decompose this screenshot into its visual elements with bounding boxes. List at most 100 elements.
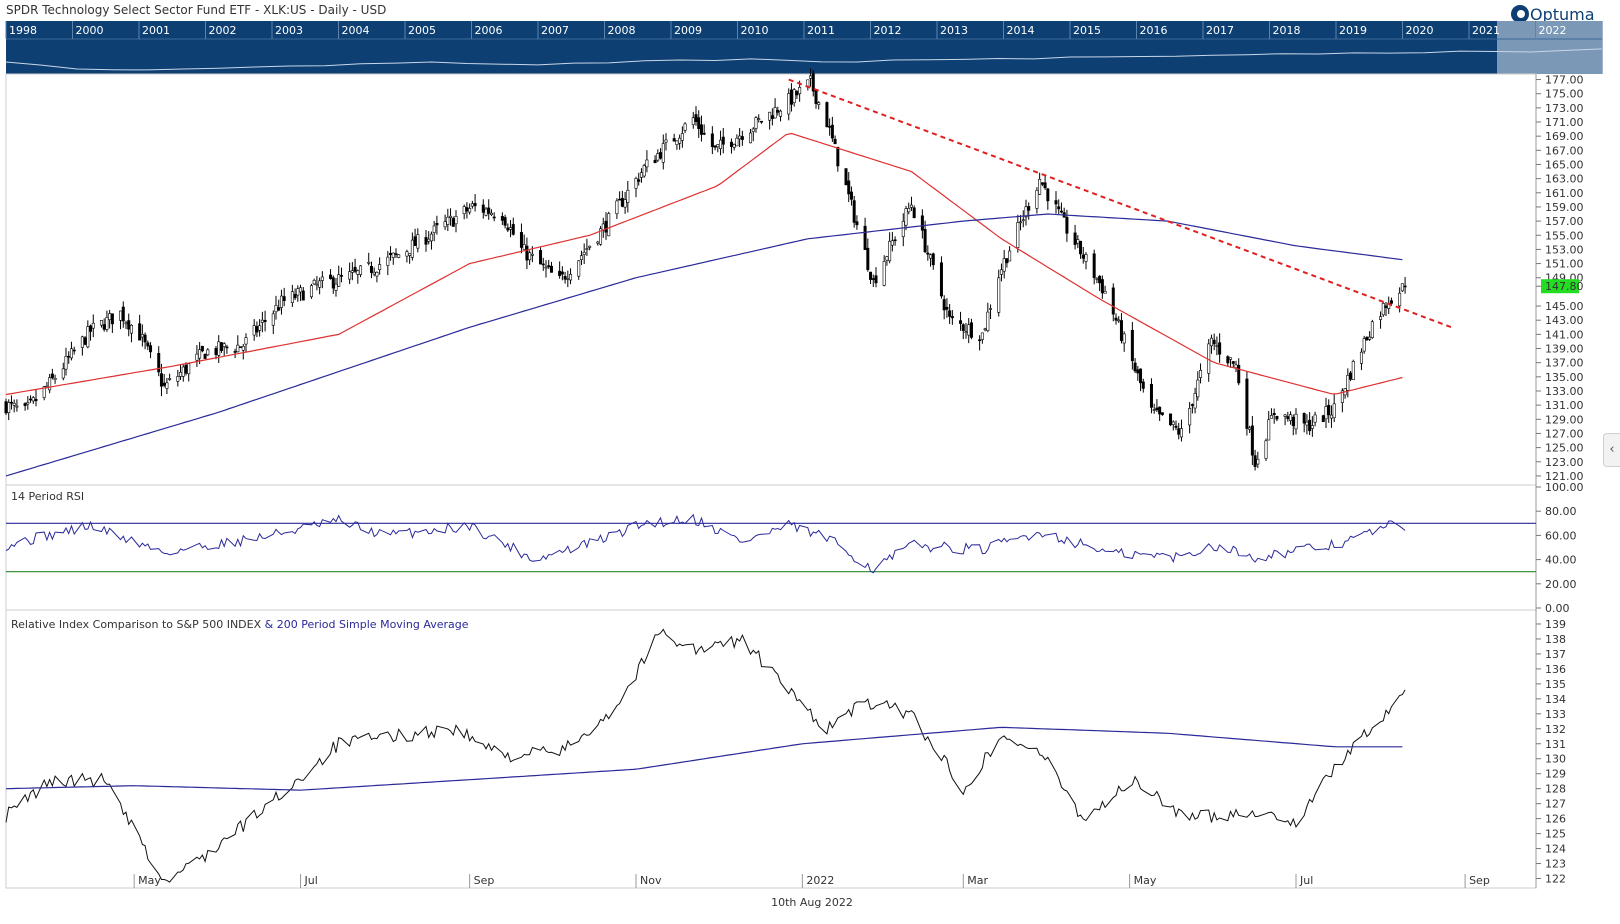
candle <box>601 217 605 238</box>
candle <box>1008 246 1012 262</box>
rsi-y-tick: 20.00 <box>1545 578 1577 591</box>
candle <box>519 223 523 254</box>
candle <box>566 270 570 288</box>
candle <box>1133 358 1137 374</box>
candle <box>1179 419 1183 442</box>
candle <box>1321 414 1325 423</box>
candle <box>1100 275 1104 299</box>
candle <box>623 192 627 214</box>
price-y-tick: 155.00 <box>1545 229 1584 242</box>
x-month-label: Jul <box>304 874 318 887</box>
relative-y-tick: 127 <box>1545 798 1566 811</box>
candle <box>672 133 676 142</box>
candle <box>719 130 723 156</box>
candle <box>923 220 927 254</box>
candle <box>159 363 163 397</box>
candle <box>1332 394 1336 423</box>
candle <box>219 341 223 353</box>
candle <box>222 342 226 356</box>
candle <box>680 126 684 148</box>
candle <box>1267 410 1271 441</box>
candle <box>563 271 567 284</box>
candle <box>721 127 725 154</box>
candle <box>1329 405 1333 428</box>
candle <box>239 346 243 348</box>
candle <box>948 303 952 324</box>
candle <box>105 310 109 332</box>
candle <box>626 181 630 213</box>
candle <box>429 231 433 250</box>
candle <box>1286 411 1290 422</box>
relative-y-tick: 124 <box>1545 843 1566 856</box>
candle <box>1114 313 1118 325</box>
candle <box>34 389 38 407</box>
collapse-panel-button[interactable]: ‹ <box>1603 433 1620 467</box>
candle <box>1046 188 1050 210</box>
last-price-marker <box>1541 279 1579 294</box>
price-series <box>4 68 1452 477</box>
candle <box>1016 214 1020 253</box>
candle <box>296 285 300 302</box>
candle <box>405 249 409 263</box>
navigator-year-label: 2012 <box>874 24 902 37</box>
navigator-year-label: 2007 <box>541 24 569 37</box>
candle <box>620 190 624 208</box>
candle <box>577 260 581 280</box>
candle <box>618 191 622 201</box>
candle <box>143 332 147 350</box>
candle <box>1027 202 1031 220</box>
rsi-y-tick: 0.00 <box>1545 602 1570 615</box>
candle <box>61 362 65 381</box>
candle <box>1218 333 1222 363</box>
candle <box>904 206 908 231</box>
relative-y-tick: 137 <box>1545 648 1566 661</box>
navigator-year-label: 2011 <box>807 24 835 37</box>
candle <box>282 287 286 307</box>
candle <box>1021 210 1025 228</box>
candle <box>588 245 592 251</box>
candle <box>811 70 815 97</box>
navigator-strip[interactable]: 1998 2000 2001 2002 2003 2004 2005 2006 2007 2008… <box>5 21 1603 74</box>
candle <box>809 68 813 87</box>
candle <box>560 266 564 281</box>
candle <box>389 246 393 261</box>
candle <box>1379 311 1383 329</box>
relative-series <box>5 628 1406 883</box>
candle <box>997 269 1001 317</box>
price-y-tick: 147.80 <box>1545 280 1584 293</box>
candle <box>7 399 11 421</box>
navigator-year-label: 2016 <box>1140 24 1168 37</box>
y-axes: 177.00175.00173.00171.00169.00167.00165.… <box>1536 74 1584 886</box>
candle <box>1302 412 1306 433</box>
candle <box>432 221 436 242</box>
candle <box>539 247 543 265</box>
candle <box>12 399 16 413</box>
candle <box>1174 420 1178 431</box>
candle <box>129 324 133 343</box>
x-month-label: 2022 <box>806 874 834 887</box>
navigator-year-label: 1998 <box>9 24 37 37</box>
navigator-window[interactable] <box>1497 21 1603 74</box>
candle <box>770 108 774 126</box>
candle <box>386 251 390 276</box>
candle <box>664 133 668 151</box>
candle <box>23 402 27 411</box>
price-y-tick: 153.00 <box>1545 243 1584 256</box>
candle <box>656 149 660 163</box>
candle <box>1199 363 1203 384</box>
candle <box>907 202 911 215</box>
relative-y-tick: 131 <box>1545 738 1566 751</box>
candle <box>1169 413 1173 427</box>
candle <box>1196 371 1200 401</box>
navigator-year-label: 2009 <box>674 24 702 37</box>
candle <box>1073 224 1077 250</box>
price-y-tick: 159.00 <box>1545 201 1584 214</box>
candle <box>15 399 19 412</box>
candle <box>901 213 905 247</box>
candle <box>754 116 758 133</box>
navigator-year-label: 2002 <box>209 24 237 37</box>
candle <box>397 254 401 259</box>
candle <box>217 335 221 363</box>
candle <box>1264 438 1268 461</box>
candle <box>653 155 657 164</box>
